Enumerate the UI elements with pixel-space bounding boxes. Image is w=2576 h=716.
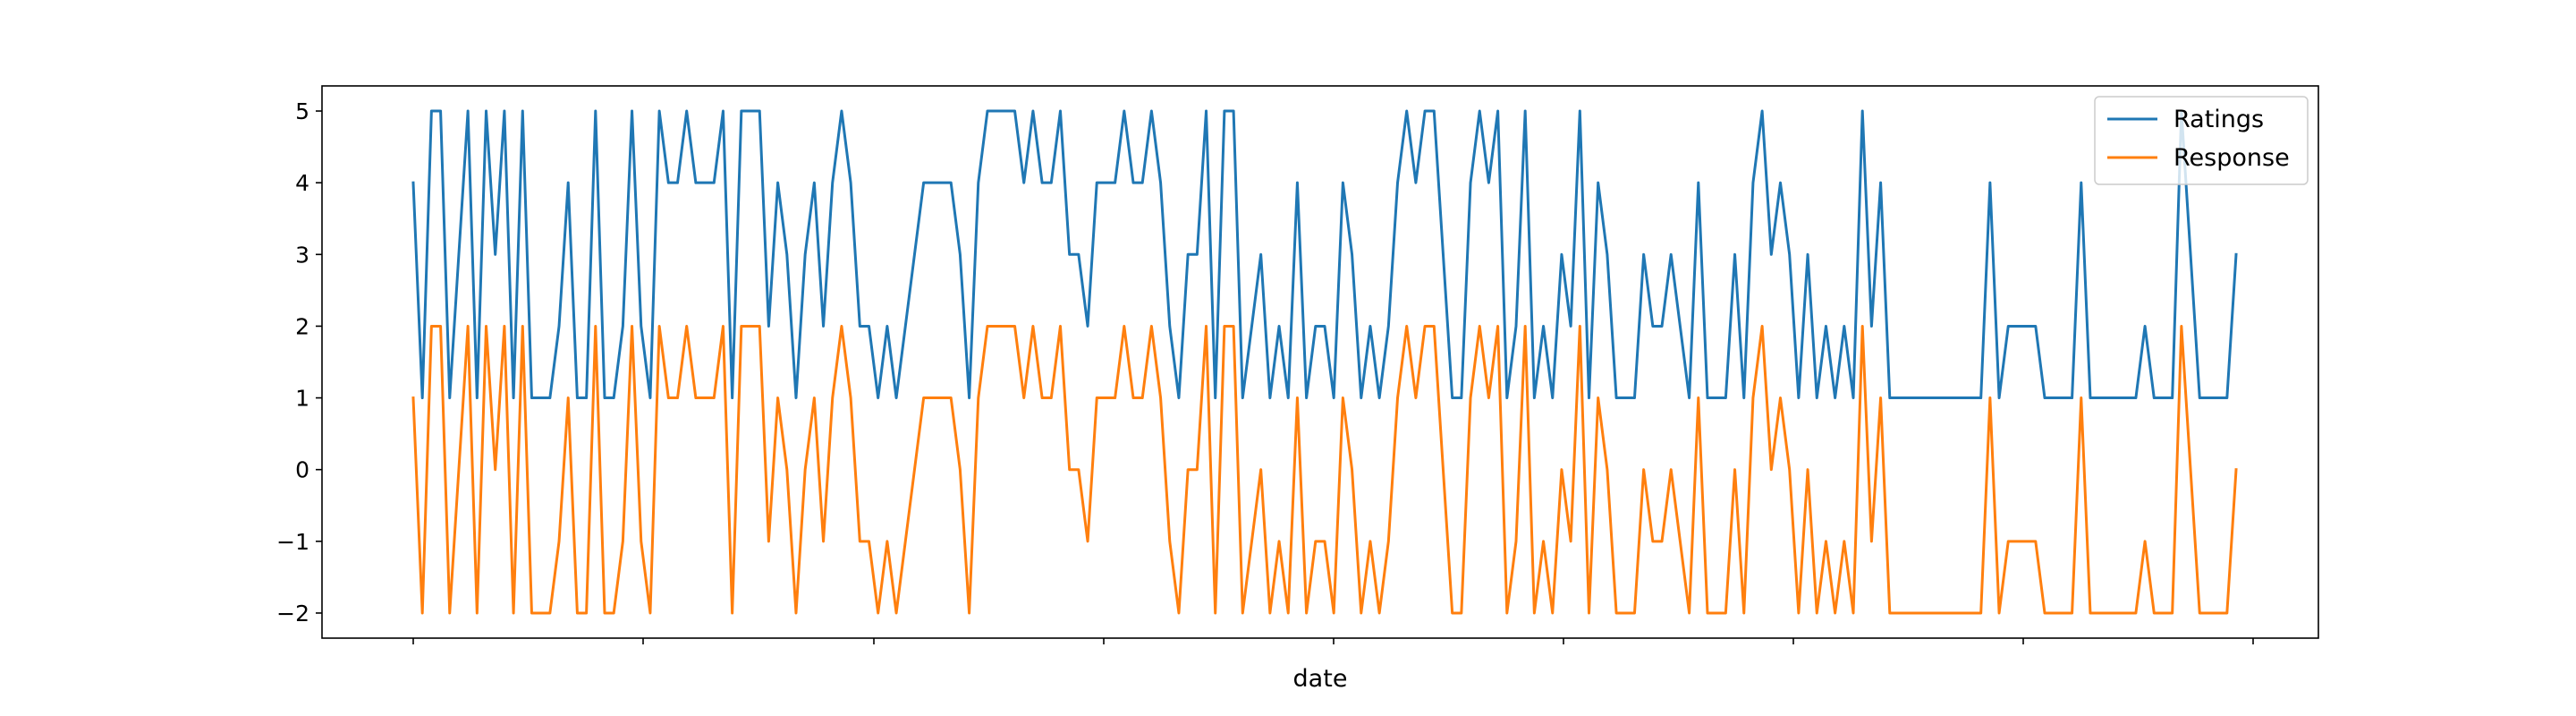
y-axis: −2 −1 0 1 2 3 4 5 xyxy=(276,98,322,626)
legend: Ratings Response xyxy=(2094,96,2309,185)
y-tick-label: 1 xyxy=(295,386,309,412)
x-axis xyxy=(412,638,2254,644)
y-tick-label: 5 xyxy=(295,98,309,124)
series-line-ratings xyxy=(411,109,2238,400)
y-tick-label: 2 xyxy=(295,313,309,339)
y-tick-label: 4 xyxy=(295,170,309,196)
plot-frame xyxy=(321,85,2319,639)
y-tick-label: −1 xyxy=(276,529,309,555)
x-axis-label: date xyxy=(1293,665,1348,693)
legend-label-response: Response xyxy=(2174,144,2290,172)
y-tick-label: 0 xyxy=(295,457,309,483)
y-tick-label: −2 xyxy=(276,601,309,626)
series-line-response xyxy=(411,324,2238,615)
y-tick-label: 3 xyxy=(295,242,309,268)
series-layer xyxy=(411,109,2238,615)
legend-label-ratings: Ratings xyxy=(2174,106,2264,133)
